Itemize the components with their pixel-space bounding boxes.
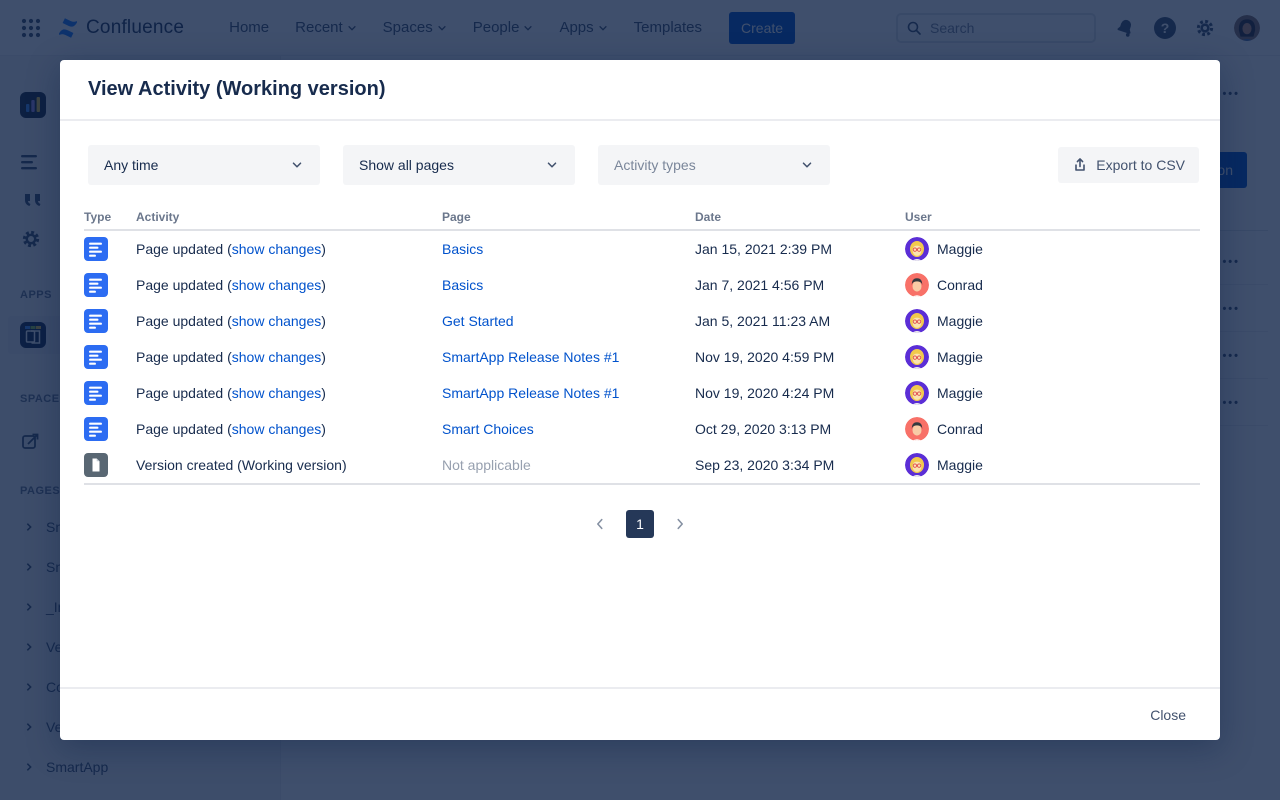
show-changes-link[interactable]: show changes [231, 277, 322, 293]
page-type-icon [84, 273, 108, 297]
activity-text: Page updated ( [136, 349, 232, 365]
chevron-down-icon [292, 162, 302, 168]
version-type-icon [84, 453, 108, 477]
next-page-button[interactable] [668, 512, 692, 536]
table-row: Page updated (show changes) Basics Jan 7… [84, 267, 1200, 303]
activity-types-filter-value: Activity types [614, 157, 696, 173]
user-name: Conrad [937, 277, 983, 293]
column-header-activity: Activity [136, 210, 180, 224]
column-header-type: Type [84, 210, 112, 224]
show-changes-link[interactable]: show changes [231, 349, 322, 365]
pages-filter-value: Show all pages [359, 157, 454, 173]
column-header-date: Date [695, 210, 722, 224]
activity-text: Page updated ( [136, 241, 232, 257]
activity-types-filter-dropdown[interactable]: Activity types [598, 145, 830, 185]
activity-text: ) [321, 349, 326, 365]
user-avatar-conrad [905, 417, 929, 441]
activity-date: Jan 5, 2021 11:23 AM [695, 313, 831, 329]
show-changes-link[interactable]: show changes [231, 421, 322, 437]
show-changes-link[interactable]: show changes [231, 313, 322, 329]
page-link[interactable]: SmartApp Release Notes #1 [442, 385, 620, 401]
table-row: Page updated (show changes) Basics Jan 1… [84, 231, 1200, 267]
export-icon [1075, 158, 1086, 171]
activity-text: Page updated ( [136, 385, 232, 401]
pagination: 1 [60, 510, 1220, 538]
export-csv-label: Export to CSV [1096, 157, 1185, 173]
show-changes-link[interactable]: show changes [231, 241, 322, 257]
page-link[interactable]: Get Started [442, 313, 514, 329]
user-name: Maggie [937, 313, 983, 329]
user-avatar-maggie [905, 381, 929, 405]
activity-text: ) [321, 385, 326, 401]
export-csv-button[interactable]: Export to CSV [1058, 147, 1199, 183]
activity-text: ) [321, 421, 326, 437]
close-button[interactable]: Close [1150, 706, 1186, 723]
user-avatar-maggie [905, 237, 929, 261]
table-header-row: Type Activity Page Date User [84, 205, 1200, 231]
user-name: Maggie [937, 457, 983, 473]
activity-text: Page updated ( [136, 313, 232, 329]
activity-date: Jan 15, 2021 2:39 PM [695, 241, 832, 257]
page-type-icon [84, 309, 108, 333]
user-name: Conrad [937, 421, 983, 437]
activity-date: Oct 29, 2020 3:13 PM [695, 421, 832, 437]
show-changes-link[interactable]: show changes [231, 385, 322, 401]
activity-date: Jan 7, 2021 4:56 PM [695, 277, 825, 293]
activity-table: Type Activity Page Date User Page update… [84, 205, 1200, 485]
page-type-icon [84, 381, 108, 405]
page-link[interactable]: Smart Choices [442, 421, 534, 437]
view-activity-modal: View Activity (Working version) Any time… [60, 60, 1220, 740]
page-not-applicable: Not applicable [442, 457, 531, 473]
activity-text: ) [321, 277, 326, 293]
column-header-page: Page [442, 210, 471, 224]
page-type-icon [84, 345, 108, 369]
activity-text: Page updated ( [136, 421, 232, 437]
user-avatar-maggie [905, 345, 929, 369]
page-link[interactable]: SmartApp Release Notes #1 [442, 349, 620, 365]
table-row: Page updated (show changes) Get Started … [84, 303, 1200, 339]
chevron-left-icon [597, 518, 603, 530]
activity-text: ) [321, 241, 326, 257]
page-link[interactable]: Basics [442, 241, 484, 257]
table-row: Page updated (show changes) SmartApp Rel… [84, 375, 1200, 411]
chevron-down-icon [547, 162, 557, 168]
table-row: Page updated (show changes) SmartApp Rel… [84, 339, 1200, 375]
time-filter-dropdown[interactable]: Any time [88, 145, 320, 185]
column-header-user: User [905, 210, 932, 224]
current-page-button[interactable]: 1 [626, 510, 654, 538]
modal-footer: Close [60, 687, 1220, 740]
activity-text: Version created (Working version) [136, 457, 347, 473]
user-avatar-conrad [905, 273, 929, 297]
filter-row: Any time Show all pages Activity types E… [88, 145, 1199, 185]
user-name: Maggie [937, 241, 983, 257]
page-type-icon [84, 417, 108, 441]
time-filter-value: Any time [104, 157, 159, 173]
pages-filter-dropdown[interactable]: Show all pages [343, 145, 575, 185]
activity-date: Nov 19, 2020 4:24 PM [695, 385, 835, 401]
activity-text: ) [321, 313, 326, 329]
user-name: Maggie [937, 349, 983, 365]
page-link[interactable]: Basics [442, 277, 484, 293]
user-avatar-maggie [905, 453, 929, 477]
table-row: Page updated (show changes) Smart Choice… [84, 411, 1200, 447]
table-row: Version created (Working version) Not ap… [84, 447, 1200, 483]
chevron-right-icon [677, 518, 683, 530]
activity-date: Nov 19, 2020 4:59 PM [695, 349, 835, 365]
user-avatar-maggie [905, 309, 929, 333]
activity-text: Page updated ( [136, 277, 232, 293]
modal-header: View Activity (Working version) [60, 60, 1220, 121]
modal-title: View Activity (Working version) [88, 78, 386, 100]
page-type-icon [84, 237, 108, 261]
user-name: Maggie [937, 385, 983, 401]
activity-date: Sep 23, 2020 3:34 PM [695, 457, 835, 473]
chevron-down-icon [802, 162, 812, 168]
previous-page-button[interactable] [588, 512, 612, 536]
